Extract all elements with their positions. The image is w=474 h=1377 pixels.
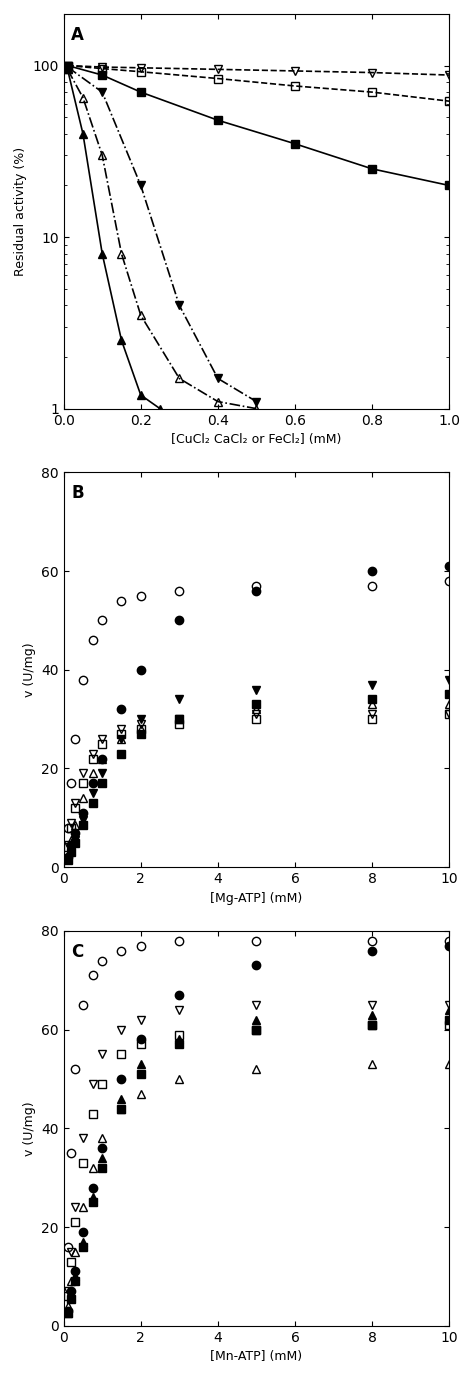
Text: C: C xyxy=(72,943,83,961)
Y-axis label: Residual activity (%): Residual activity (%) xyxy=(14,147,27,275)
Text: A: A xyxy=(72,26,84,44)
Y-axis label: v (U/mg): v (U/mg) xyxy=(23,643,36,697)
Y-axis label: v (U/mg): v (U/mg) xyxy=(23,1102,36,1155)
X-axis label: [Mg-ATP] (mM): [Mg-ATP] (mM) xyxy=(210,891,302,905)
Text: B: B xyxy=(72,485,84,503)
X-axis label: [CuCl₂ CaCl₂ or FeCl₂] (mM): [CuCl₂ CaCl₂ or FeCl₂] (mM) xyxy=(171,434,342,446)
X-axis label: [Mn-ATP] (mM): [Mn-ATP] (mM) xyxy=(210,1349,302,1363)
